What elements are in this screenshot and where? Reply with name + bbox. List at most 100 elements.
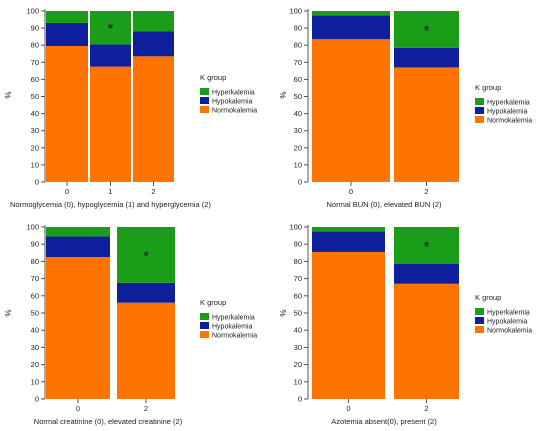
bar-hypokalemia-2 — [394, 263, 459, 284]
legend-swatch-hyperkalemia — [200, 313, 209, 320]
bar-hypokalemia-0 — [46, 236, 110, 258]
y-tick-label: 60 — [294, 291, 302, 300]
x-axis-label: Normoglycemia (0), hypoglycemia (1) and … — [10, 200, 211, 209]
y-tick-label: 100 — [26, 223, 39, 232]
y-tick-label: 30 — [31, 126, 39, 135]
legend-swatch-normokalemia — [475, 116, 484, 123]
y-tick-label: 30 — [31, 343, 39, 352]
legend-swatch-normokalemia — [200, 331, 209, 338]
legend-label-hypokalemia: Hypokalemia — [212, 324, 253, 331]
y-tick-label: 0 — [298, 178, 302, 187]
x-tick-label: 2 — [144, 404, 148, 413]
legend-swatch-hyperkalemia — [475, 98, 484, 105]
y-tick-label: 40 — [31, 326, 39, 335]
y-tick-label: 10 — [294, 377, 302, 386]
chart-panel-1: 0 10 20 30 40 50 60 70 80 90 100% 0 1 * 2 Normoglycemia… — [4, 7, 257, 210]
legend: K group Hyperkalemia Hypokalemia Normokalem… — [200, 73, 257, 115]
x-tick-label: 0 — [76, 404, 80, 413]
x-tick-label: 2 — [151, 187, 155, 196]
legend: K group Hyperkalemia Hypokalemia Normokalem… — [475, 83, 532, 125]
bar-hypokalemia-2 — [133, 31, 174, 57]
chart-panel-4: 0 10 20 30 40 50 60 70 80 90 100% 0 2 * Azotemia absen… — [279, 223, 532, 427]
x-axis-label: Normal creatinine (0), elevated creatini… — [34, 417, 183, 426]
bar-hypokalemia-0 — [46, 22, 88, 47]
y-tick-label: 30 — [294, 343, 302, 352]
y-tick-label: 90 — [294, 240, 302, 249]
legend-label-normokalemia: Normokalemia — [212, 333, 257, 340]
legend-label-hypokalemia: Hypokalemia — [487, 319, 528, 326]
significance-asterisk: * — [143, 248, 149, 265]
x-tick-label: 0 — [65, 187, 69, 196]
y-tick-label: 50 — [294, 309, 302, 318]
y-tick-label: 40 — [294, 109, 302, 118]
bar-normokalemia-0 — [312, 39, 390, 183]
y-tick-label: 80 — [294, 257, 302, 266]
bar-hyperkalemia-0 — [46, 11, 88, 23]
x-axis-label: Normal BUN (0), elevated BUN (2) — [326, 200, 442, 209]
y-tick-label: 80 — [31, 257, 39, 266]
legend-title: K group — [475, 293, 501, 302]
y-tick-label: 20 — [294, 143, 302, 152]
y-axis-label: % — [279, 309, 288, 316]
y-tick-label: 70 — [31, 58, 39, 67]
y-tick-label: 70 — [294, 274, 302, 283]
y-tick-label: 70 — [294, 58, 302, 67]
bar-normokalemia-0 — [46, 257, 110, 399]
y-tick-label: 60 — [31, 291, 39, 300]
y-tick-label: 80 — [294, 41, 302, 50]
legend-label-normokalemia: Normokalemia — [487, 328, 532, 335]
y-tick-label: 90 — [31, 240, 39, 249]
bar-hyperkalemia-2 — [117, 227, 175, 283]
bar-hypokalemia-2 — [394, 47, 459, 68]
bar-hypokalemia-0 — [312, 231, 385, 252]
x-tick-label: 1 — [108, 187, 112, 196]
y-tick-label: 50 — [294, 92, 302, 101]
bar-hypokalemia-1 — [90, 44, 131, 67]
y-tick-label: 60 — [294, 75, 302, 84]
y-tick-label: 100 — [26, 7, 39, 16]
bar-hyperkalemia-0 — [46, 227, 110, 237]
bar-hyperkalemia-1 — [90, 11, 131, 45]
y-tick-label: 90 — [294, 24, 302, 33]
y-tick-label: 100 — [289, 223, 302, 232]
bar-hypokalemia-0 — [312, 15, 390, 40]
legend-label-normokalemia: Normokalemia — [487, 118, 532, 125]
legend-swatch-normokalemia — [475, 326, 484, 333]
legend-swatch-hyperkalemia — [200, 88, 209, 95]
bar-hypokalemia-2 — [117, 282, 175, 303]
legend-label-hyperkalemia: Hyperkalemia — [487, 310, 530, 317]
y-tick-label: 0 — [35, 395, 39, 404]
bar-normokalemia-0 — [46, 46, 88, 183]
legend-title: K group — [475, 83, 501, 92]
y-tick-label: 0 — [298, 395, 302, 404]
x-axis-label: Azotemia absent(0), present (2) — [331, 417, 437, 426]
x-tick-label: 2 — [424, 404, 428, 413]
y-tick-label: 20 — [31, 360, 39, 369]
y-tick-label: 50 — [31, 309, 39, 318]
bar-normokalemia-2 — [394, 283, 459, 399]
y-tick-label: 0 — [35, 178, 39, 187]
legend-label-hyperkalemia: Hyperkalemia — [212, 315, 255, 322]
y-tick-label: 40 — [294, 326, 302, 335]
legend-title: K group — [200, 73, 226, 82]
significance-asterisk: * — [424, 22, 430, 39]
y-tick-label: 20 — [294, 360, 302, 369]
legend-swatch-hypokalemia — [200, 322, 209, 329]
bar-hyperkalemia-0 — [312, 11, 390, 16]
y-axis-label: % — [4, 309, 13, 316]
y-tick-label: 10 — [31, 377, 39, 386]
x-tick-label: 0 — [349, 187, 353, 196]
bar-hyperkalemia-0 — [312, 227, 385, 232]
chart-panel-2: 0 10 20 30 40 50 60 70 80 90 100% 0 2 * Normal BUN (0)… — [279, 7, 532, 210]
legend-swatch-hypokalemia — [475, 107, 484, 114]
chart-panel-3: 0 10 20 30 40 50 60 70 80 90 100% 0 2 * Normal creatin… — [4, 223, 257, 427]
bar-normokalemia-0 — [312, 251, 385, 399]
y-axis-label: % — [4, 91, 13, 98]
bar-hyperkalemia-2 — [394, 11, 459, 48]
legend-swatch-hypokalemia — [200, 97, 209, 104]
y-tick-label: 50 — [31, 92, 39, 101]
legend-label-hyperkalemia: Hyperkalemia — [212, 90, 255, 97]
y-tick-label: 100 — [289, 7, 302, 16]
legend-swatch-normokalemia — [200, 106, 209, 113]
